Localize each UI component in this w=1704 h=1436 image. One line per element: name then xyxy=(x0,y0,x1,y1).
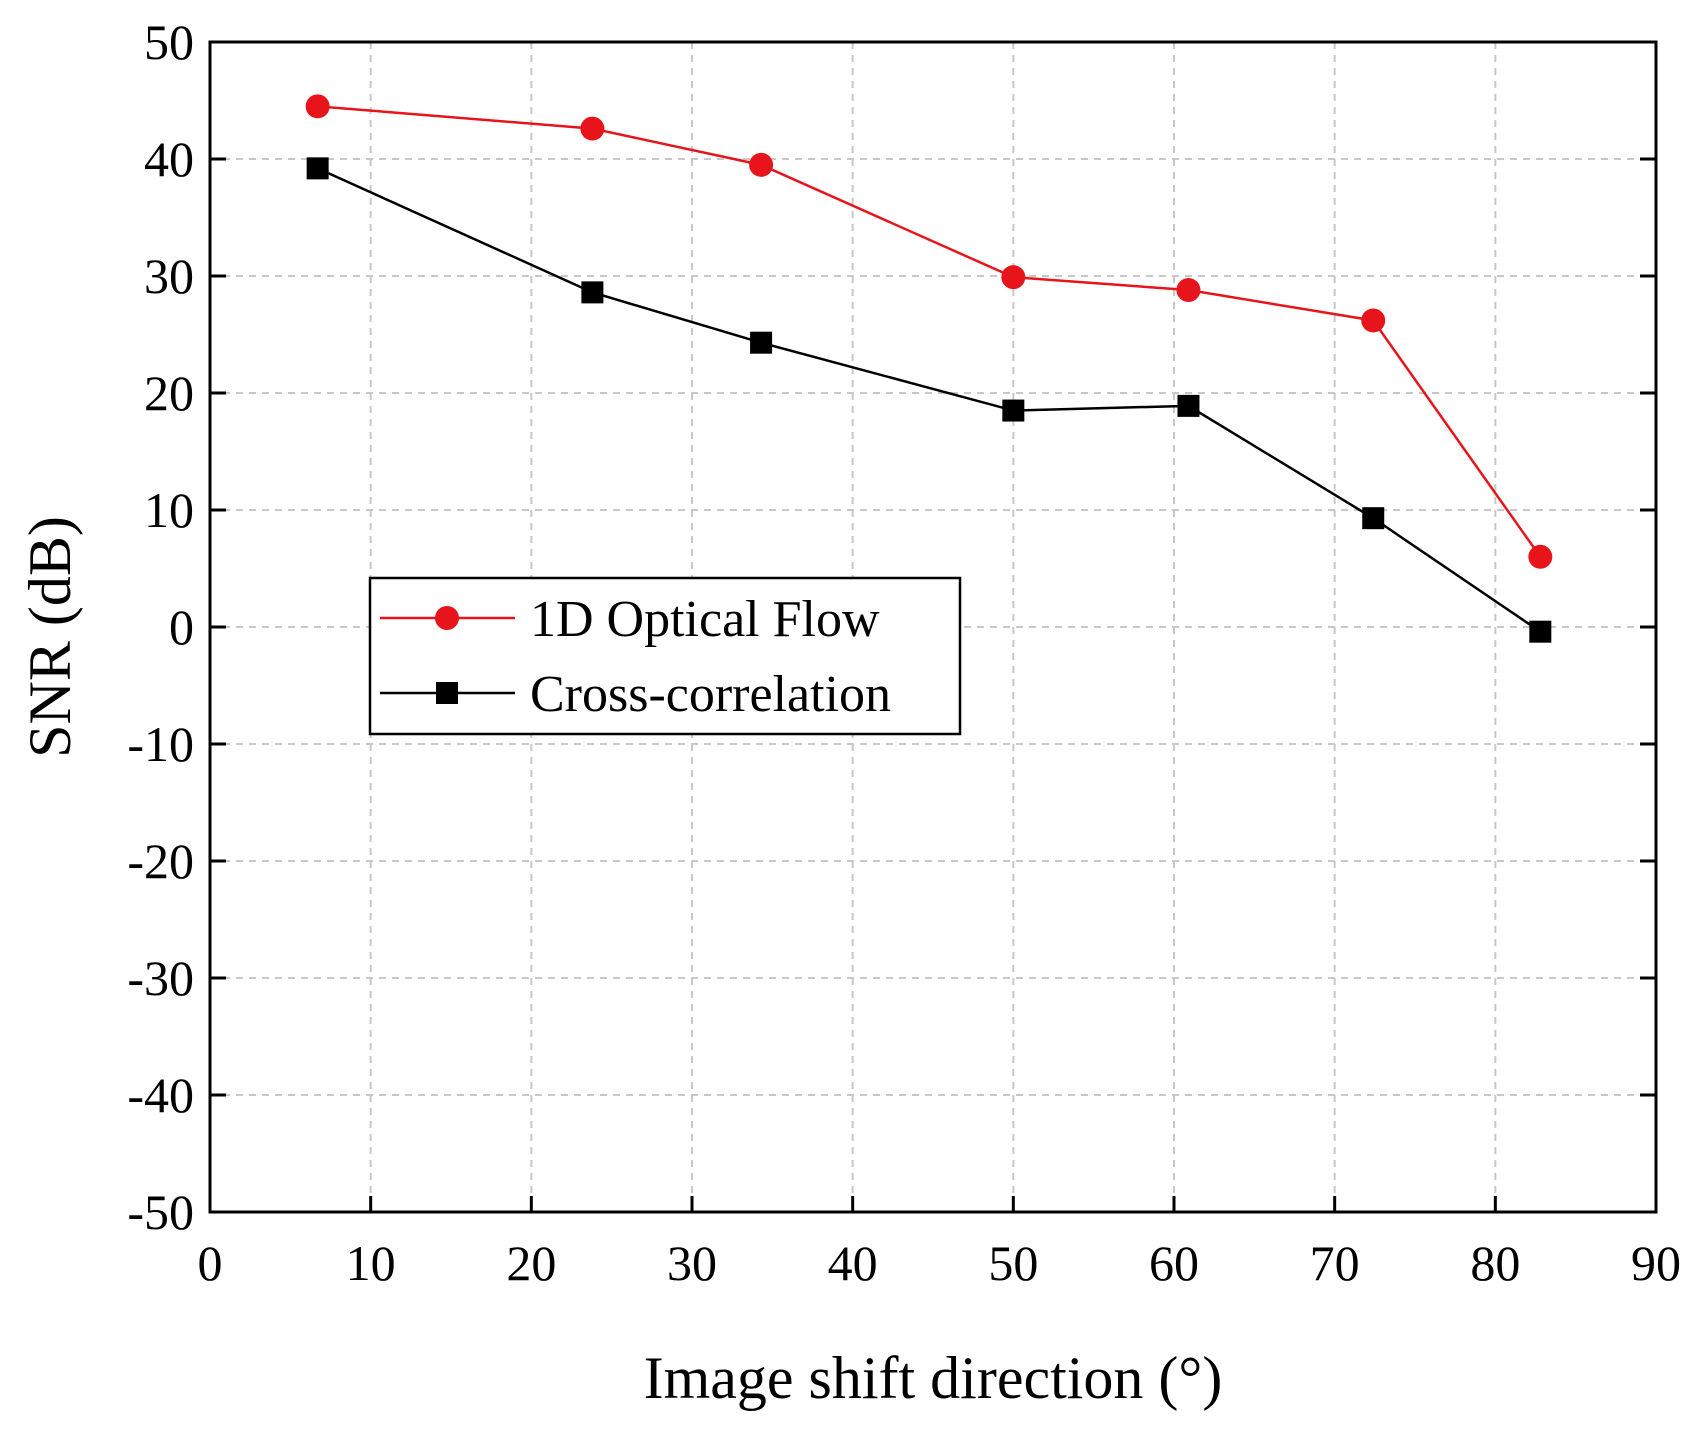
x-tick-label-70: 70 xyxy=(1310,1235,1360,1291)
data-point-optical-flow-6 xyxy=(1528,544,1553,569)
data-point-optical-flow-1 xyxy=(580,116,605,141)
data-point-optical-flow-2 xyxy=(749,152,774,177)
series-line-cross-correlation xyxy=(317,167,1542,633)
legend-label-optical-flow: 1D Optical Flow xyxy=(530,591,880,648)
y-axis-title: SNR (dB) xyxy=(17,516,83,758)
y-tick-label-neg40: -40 xyxy=(127,1067,194,1123)
y-tick-label-20: 20 xyxy=(144,365,194,421)
data-point-cross-correlation-1 xyxy=(581,281,604,304)
y-tick-label-30: 30 xyxy=(144,248,194,304)
x-tick-label-80: 80 xyxy=(1470,1235,1520,1291)
y-tick-label-neg10: -10 xyxy=(127,716,194,772)
series-layer xyxy=(305,94,1553,643)
data-point-optical-flow-5 xyxy=(1361,308,1386,333)
y-tick-label-50: 50 xyxy=(144,14,194,70)
legend-box xyxy=(368,576,962,736)
legend-label-cross-correlation: Cross-correlation xyxy=(530,666,891,723)
y-tick-label-neg30: -30 xyxy=(127,950,194,1006)
data-point-optical-flow-0 xyxy=(305,94,330,119)
x-tick-label-50: 50 xyxy=(988,1235,1038,1291)
y-tick-label-neg50: -50 xyxy=(127,1184,194,1240)
y-tick-label-0: 0 xyxy=(169,599,194,655)
tick-layer: 0 10 20 30 40 50 60 70 80 90 -50 -40 -30 -20 -10 0 10 20 3… xyxy=(127,14,1681,1291)
x-tick-label-0: 0 xyxy=(198,1235,223,1291)
y-tick-label-neg20: -20 xyxy=(127,833,194,889)
data-point-cross-correlation-2 xyxy=(750,331,773,354)
data-point-cross-correlation-0 xyxy=(306,157,329,180)
x-axis-title: Image shift direction (°) xyxy=(644,1345,1223,1411)
data-point-cross-correlation-3 xyxy=(1002,399,1025,422)
x-tick-label-30: 30 xyxy=(667,1235,717,1291)
data-point-optical-flow-4 xyxy=(1176,278,1201,303)
legend: 1D Optical Flow Cross-correlation xyxy=(368,576,962,736)
legend-marker-cross-correlation xyxy=(436,682,458,704)
grid-layer xyxy=(210,42,1656,1212)
x-tick-label-20: 20 xyxy=(506,1235,556,1291)
data-point-cross-correlation-6 xyxy=(1529,620,1552,643)
data-point-cross-correlation-5 xyxy=(1362,507,1385,530)
y-tick-label-10: 10 xyxy=(144,482,194,538)
y-tick-label-40: 40 xyxy=(144,131,194,187)
x-tick-label-60: 60 xyxy=(1149,1235,1199,1291)
x-tick-label-40: 40 xyxy=(828,1235,878,1291)
legend-marker-optical-flow xyxy=(435,606,459,630)
data-point-cross-correlation-4 xyxy=(1177,394,1200,417)
series-line-optical-flow xyxy=(317,105,1542,558)
data-point-optical-flow-3 xyxy=(1001,265,1026,290)
x-tick-label-10: 10 xyxy=(346,1235,396,1291)
x-tick-label-90: 90 xyxy=(1631,1235,1681,1291)
